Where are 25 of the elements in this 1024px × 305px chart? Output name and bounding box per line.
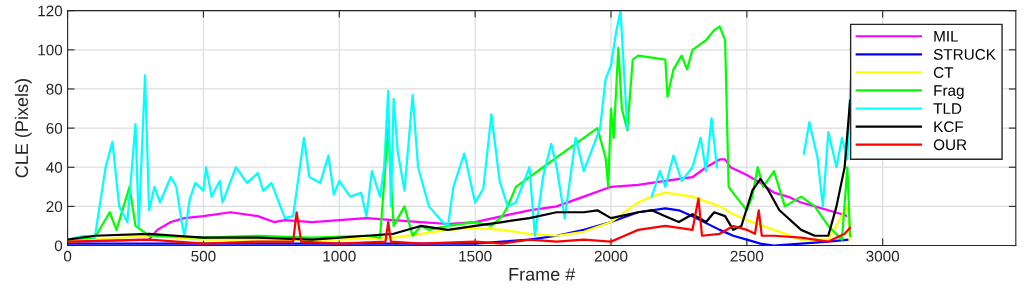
legend-label: TLD bbox=[933, 103, 962, 114]
legend-label: OUR bbox=[933, 139, 967, 151]
x-tick-label: 2000 bbox=[594, 250, 628, 262]
x-tick-label: 1500 bbox=[459, 250, 492, 262]
line-series bbox=[67, 99, 852, 241]
legend-label: CT bbox=[933, 67, 954, 78]
legend-label: KCF bbox=[934, 121, 964, 133]
x-tick-label: 500 bbox=[191, 250, 216, 262]
y-tick-label: 20 bbox=[46, 201, 63, 213]
y-tick-label: 0 bbox=[54, 240, 63, 252]
line-series bbox=[67, 207, 849, 246]
y-tick-label: 120 bbox=[38, 5, 63, 17]
x-axis-title: Frame # bbox=[509, 268, 576, 281]
x-tick-label: 1000 bbox=[323, 250, 356, 262]
legend-label: STRUCK bbox=[933, 49, 996, 60]
x-tick-label: 2500 bbox=[730, 250, 764, 262]
legend-label: Frag bbox=[934, 85, 964, 99]
x-tick-label: 3000 bbox=[866, 250, 900, 262]
y-tick-label: 80 bbox=[46, 83, 63, 95]
y-tick-label: 60 bbox=[46, 122, 63, 134]
y-tick-label: 40 bbox=[46, 162, 63, 173]
y-axis-title: CLE (Pixels) bbox=[14, 79, 32, 178]
y-tick-label: 100 bbox=[38, 44, 63, 56]
x-tick-label: 0 bbox=[63, 250, 72, 262]
legend-label: MIL bbox=[934, 31, 959, 42]
